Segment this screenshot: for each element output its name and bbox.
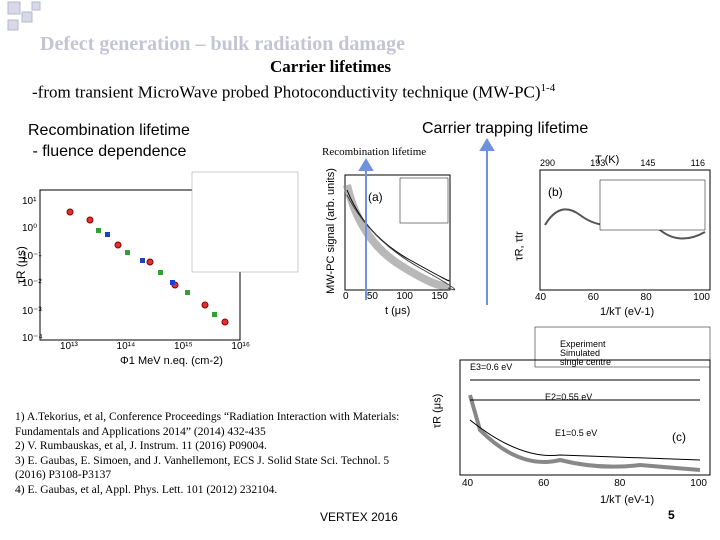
y-axis-label: MW-PC signal (arb. units): [324, 168, 337, 294]
y-tick-label: 10¹: [22, 196, 37, 207]
reference: Fundamentals and Applications 2014” (201…: [15, 425, 266, 438]
y-axis-label: τR, τtr: [513, 231, 526, 261]
top-tick-label: 116: [690, 158, 705, 168]
top-tick-label: 145: [640, 158, 656, 168]
x-tick-label: 0: [343, 291, 349, 302]
top-ticks: 290 193 145 116: [540, 158, 705, 168]
x-tick-label: 10¹³: [60, 341, 78, 352]
x-tick-label: 80: [640, 292, 652, 303]
x-tick-label: 60: [587, 292, 599, 303]
recombination-label: Recombination lifetime: [322, 146, 427, 158]
legend: Experiment Simulated single centre: [560, 340, 611, 367]
reference: 4) E. Gaubas, et al, Appl. Phys. Lett. 1…: [15, 483, 278, 496]
technique-line: -from transient MicroWave probed Photoco…: [32, 82, 555, 103]
transient-plot: [343, 174, 456, 291]
x-tick-label: 80: [614, 478, 626, 489]
x-tick-label: 40: [462, 478, 474, 489]
reference: 2) V. Rumbauskas, et al, J. Instrum. 11 …: [15, 440, 267, 452]
legend-entry: Simulated: [560, 348, 601, 358]
x-tick-label: 100: [693, 292, 710, 303]
right-heading: Carrier trapping lifetime: [422, 120, 589, 137]
footer: VERTEX 2016: [320, 510, 398, 524]
panel-label: (b): [548, 185, 563, 199]
left-heading-line: Recombination lifetime: [28, 122, 190, 139]
legend-entry: single centre: [560, 357, 612, 367]
x-axis-label: 1/kT (eV-1): [600, 494, 655, 506]
y-tick-label: 10⁰: [22, 223, 38, 235]
x-tick-label: 60: [538, 478, 550, 489]
slide-title: Defect generation – bulk radiation damag…: [40, 33, 405, 55]
x-tick-label: 10¹⁴: [116, 341, 136, 352]
x-ticks: 40 60 80 100: [535, 292, 710, 303]
panel-label: (c): [672, 430, 686, 444]
x-tick-label: 150: [431, 291, 448, 302]
page-number: 5: [668, 508, 675, 522]
arrows: [358, 138, 495, 305]
technique: -from transient Micro: [32, 82, 180, 102]
reference: (2016) P3108-P3137: [15, 469, 112, 481]
x-tick-label: 10¹⁶: [231, 341, 250, 352]
y-tick-label: 10⁻³: [22, 305, 42, 317]
x-ticks: 0 50 100 150: [343, 291, 448, 302]
corner-squares: [7, 1, 41, 31]
y-tick-label: 10⁻²: [22, 278, 42, 290]
subtitle: Carrier lifetimes: [270, 57, 391, 76]
reference: 3) E. Gaubas, E. Simoen, and J. Vanhelle…: [15, 454, 390, 467]
y-tick-label: 10⁻¹: [22, 250, 42, 262]
legend-entry: Experiment: [560, 339, 606, 349]
technique-rest: Wave probed Photoconductivity technique …: [179, 82, 541, 102]
annotation: E2=0.55 eV: [545, 392, 593, 402]
technique-sup: 1-4: [540, 82, 556, 94]
annotation: E3=0.6 eV: [470, 362, 513, 372]
x-axis-label: Φ1 MeV n.eq. (cm-2): [120, 355, 223, 367]
top-axis-label: T (K): [595, 154, 620, 166]
x-tick-label: 100: [396, 291, 413, 302]
fluence-plot: [39, 171, 299, 341]
y-tick-label: 10⁻⁴: [22, 332, 43, 344]
reference: 1) A.Tekorius, et al, Conference Proceed…: [15, 411, 400, 423]
x-axis-label: 1/kT (eV-1): [600, 306, 655, 318]
y-ticks: 10¹ 10⁰ 10⁻¹ 10⁻² 10⁻³ 10⁻⁴: [22, 196, 43, 344]
left-heading-line: - fluence dependence: [28, 143, 187, 160]
annotation: E1=0.5 eV: [555, 428, 598, 438]
x-ticks: 40 60 80 100: [462, 478, 707, 489]
top-tick-label: 193: [590, 158, 606, 168]
y-axis-label: τR (μs): [431, 393, 444, 429]
references: 1) A.Tekorius, et al, Conference Proceed…: [15, 410, 400, 497]
left-heading: Recombination lifetime - fluence depende…: [28, 120, 190, 162]
x-ticks: 10¹³ 10¹⁴ 10¹⁵ 10¹⁶: [60, 341, 250, 352]
trapping-plot-b: [539, 169, 711, 291]
x-tick-label: 100: [690, 478, 707, 489]
x-tick-label: 40: [535, 292, 547, 303]
x-axis-label: t (μs): [385, 305, 411, 317]
top-tick-label: 290: [540, 158, 556, 168]
x-tick-label: 50: [366, 291, 378, 302]
trapping-plot-c: [459, 326, 711, 476]
panel-label: (a): [368, 190, 383, 204]
x-tick-label: 10¹⁵: [174, 341, 193, 352]
